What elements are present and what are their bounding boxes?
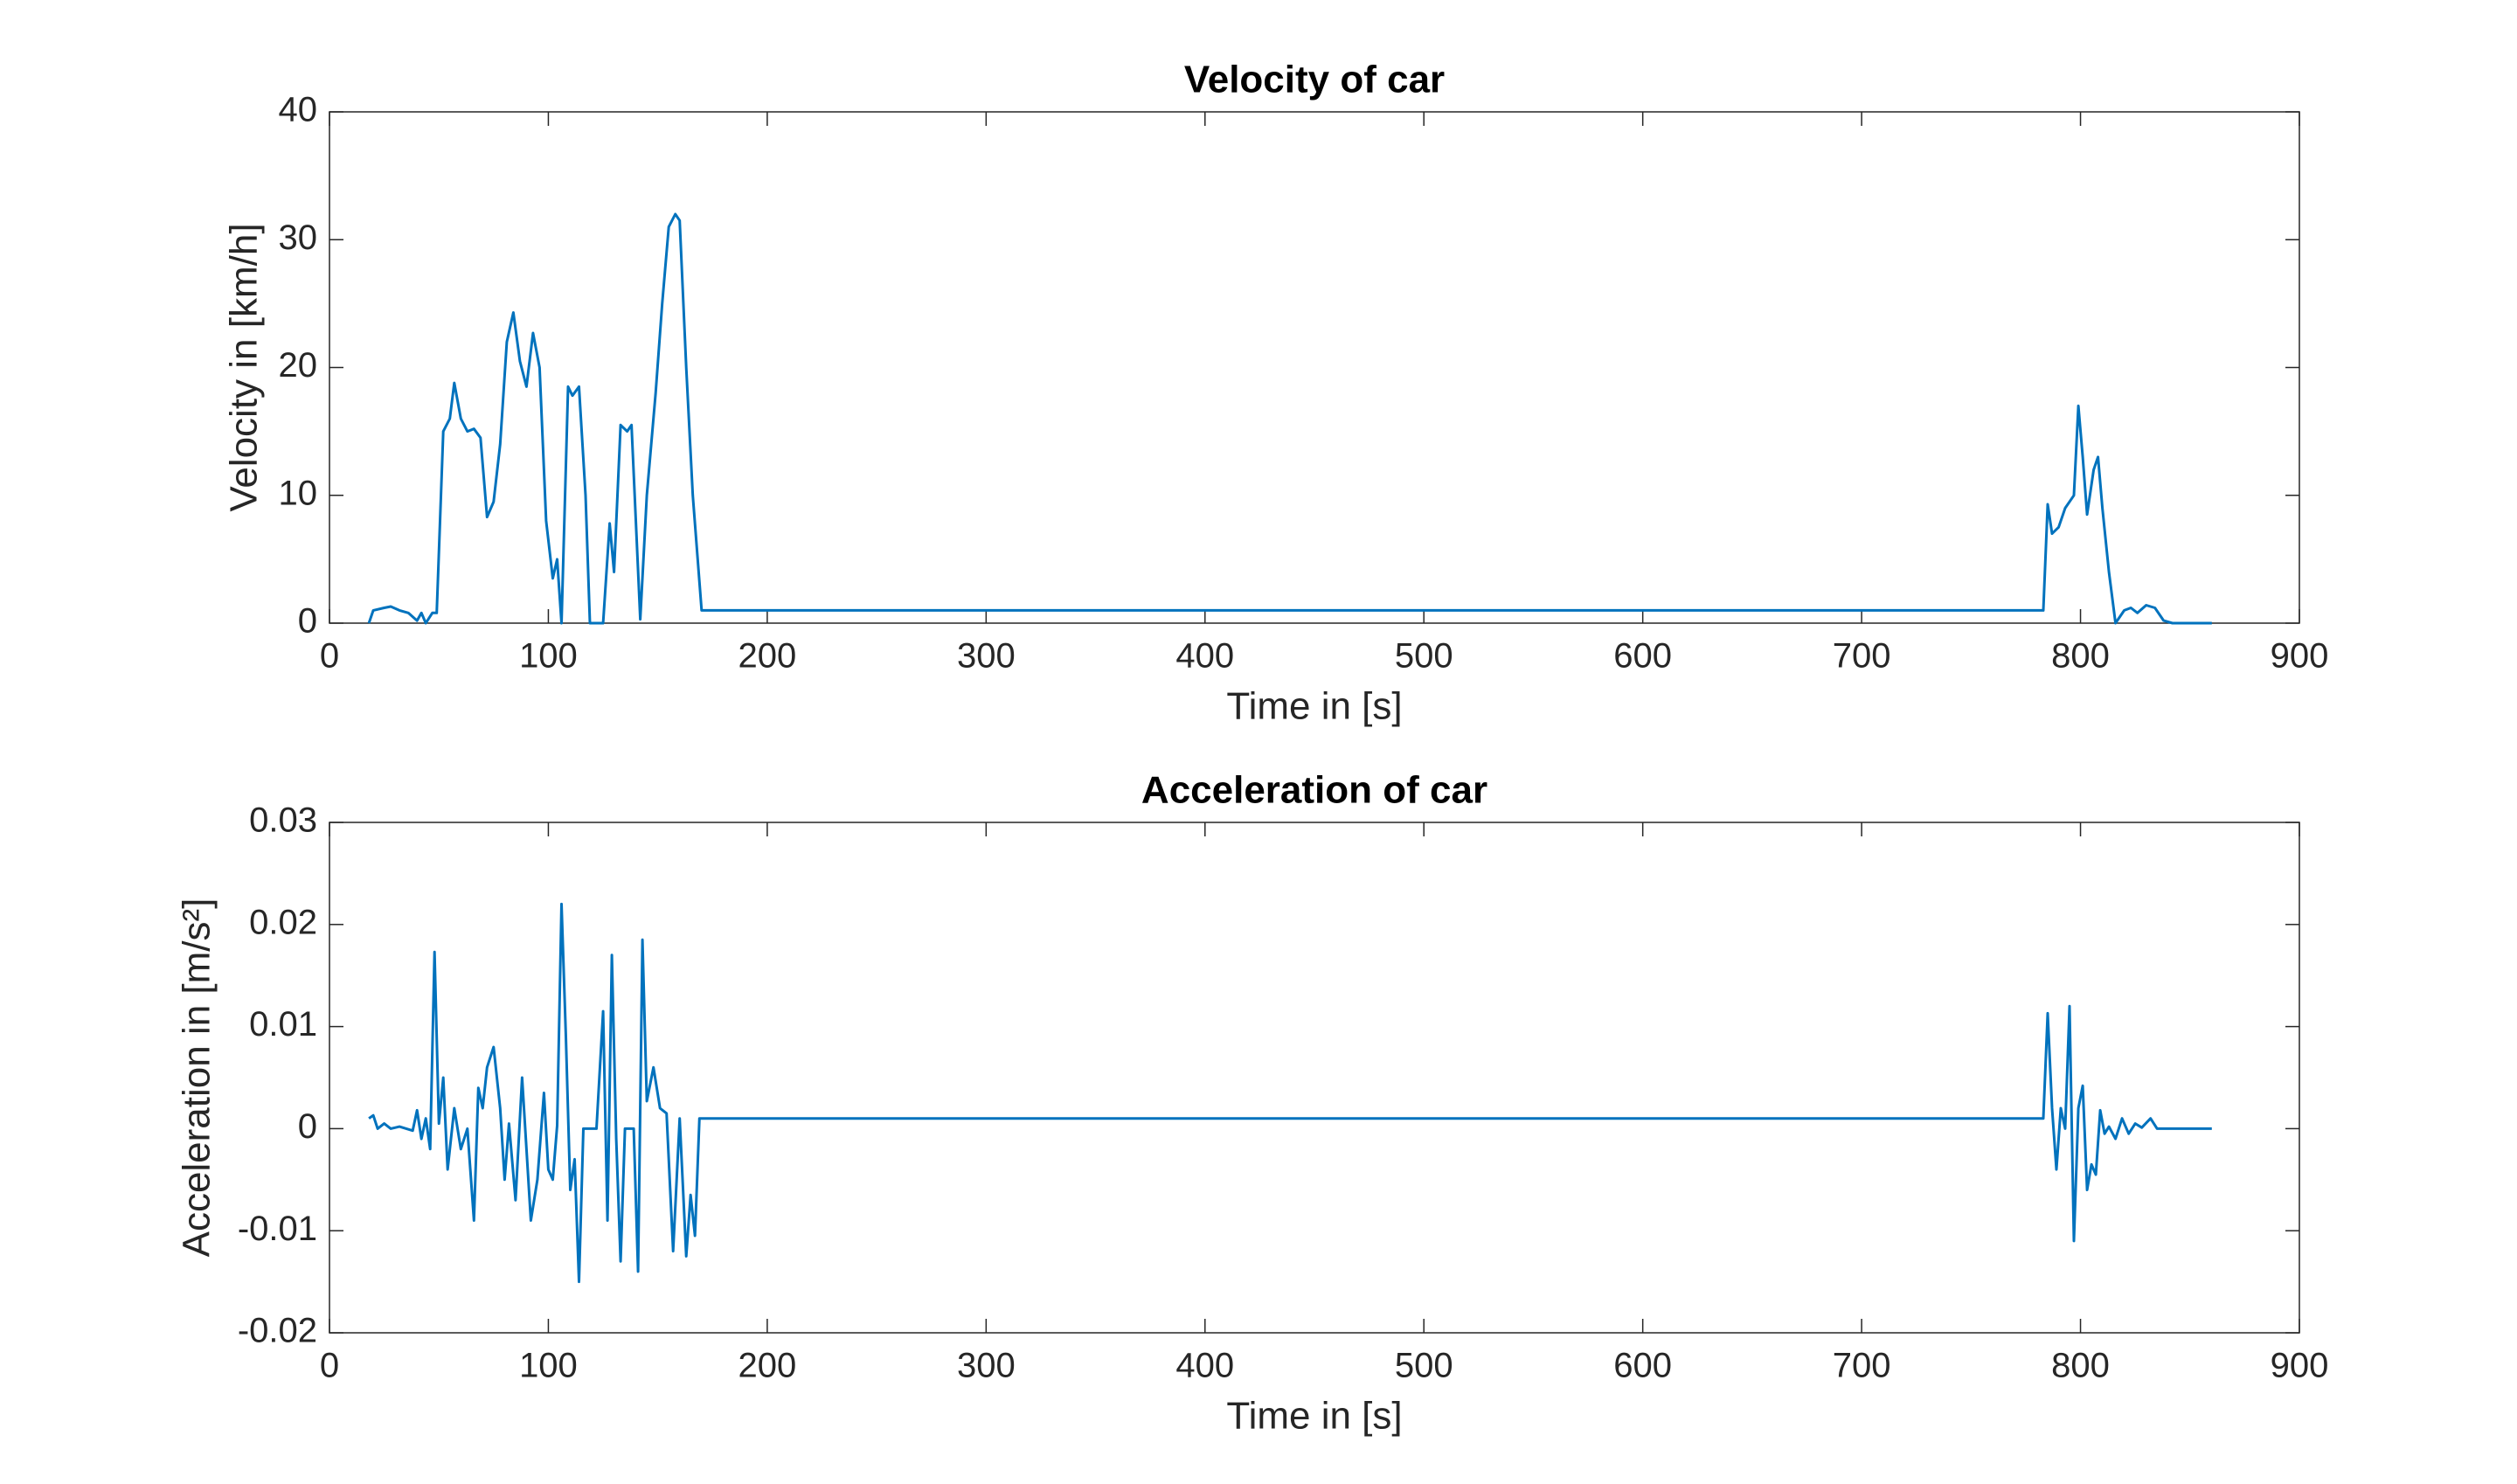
data-line [368, 902, 2212, 1284]
chart-title: Velocity of car [1184, 59, 1445, 101]
y-tick-label: 0.02 [249, 903, 317, 941]
y-axis-label: Velocity in [km/h] [223, 223, 266, 511]
y-tick-label: 40 [279, 91, 318, 129]
x-tick-label: 0 [320, 1347, 339, 1385]
x-axis-label: Time in [s] [1226, 1395, 1402, 1438]
x-tick-label: 900 [2271, 637, 2329, 676]
x-tick-label: 800 [2051, 1347, 2110, 1385]
x-tick-label: 100 [519, 1347, 578, 1385]
x-tick-label: 400 [1175, 1347, 1234, 1385]
x-tick-label: 600 [1613, 637, 1672, 676]
x-tick-label: 300 [957, 637, 1016, 676]
axes-box [329, 822, 2300, 1334]
y-tick-label: 0 [298, 602, 317, 641]
x-tick-label: 600 [1613, 1347, 1672, 1385]
y-tick-label: 20 [279, 346, 318, 385]
y-tick-label: 0.01 [249, 1005, 317, 1044]
y-tick-label: -0.02 [238, 1312, 317, 1350]
x-tick-label: 200 [738, 1347, 797, 1385]
x-tick-label: 400 [1175, 637, 1234, 676]
x-tick-label: 0 [320, 637, 339, 676]
y-tick-label: 0.03 [249, 801, 317, 840]
x-tick-label: 700 [1833, 1347, 1891, 1385]
x-tick-label: 900 [2271, 1347, 2329, 1385]
x-tick-label: 100 [519, 637, 578, 676]
axes-box [329, 111, 2300, 624]
x-tick-label: 300 [957, 1347, 1016, 1385]
x-tick-label: 500 [1395, 1347, 1453, 1385]
y-tick-label: 0 [298, 1107, 317, 1146]
x-tick-label: 500 [1395, 637, 1453, 676]
y-tick-label: -0.01 [238, 1210, 317, 1248]
x-axis-label: Time in [s] [1226, 685, 1402, 728]
x-tick-label: 800 [2051, 637, 2110, 676]
x-tick-label: 700 [1833, 637, 1891, 676]
chart-title: Acceleration of car [1141, 769, 1487, 812]
x-tick-label: 200 [738, 637, 797, 676]
y-axis-label: Acceleration in [m/s²] [176, 898, 218, 1258]
y-tick-label: 30 [279, 218, 318, 257]
data-line [367, 212, 2212, 625]
y-tick-label: 10 [279, 474, 318, 512]
